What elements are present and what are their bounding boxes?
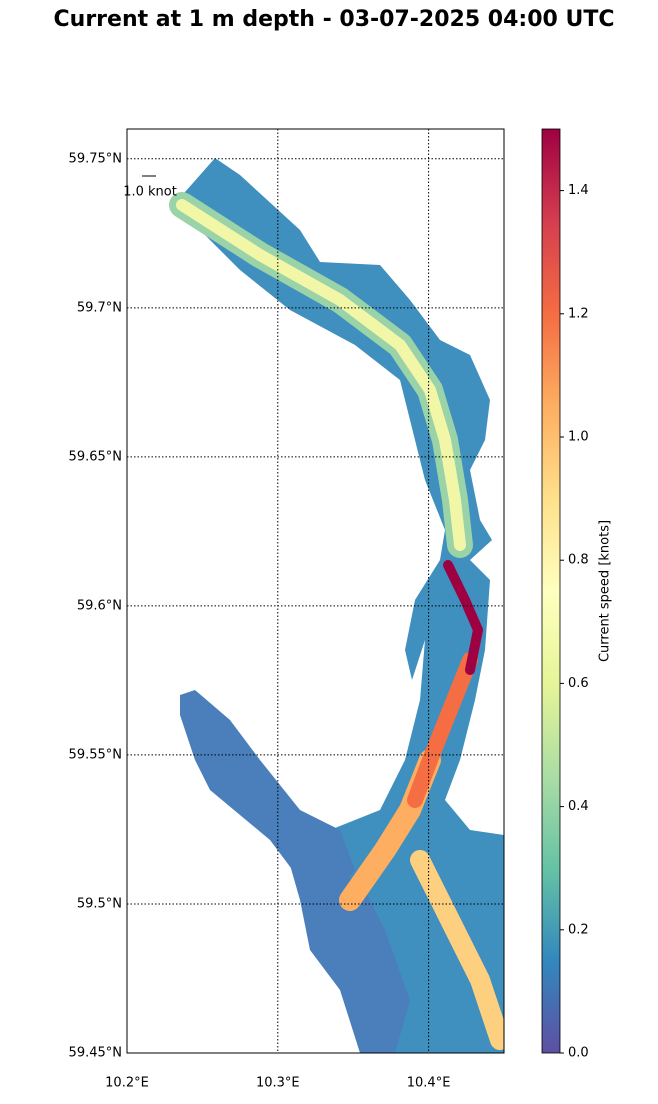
colorbar-tick-label: 1.0	[568, 430, 589, 445]
y-tick-label: 59.5°N	[77, 896, 122, 911]
channel-fast	[407, 652, 478, 808]
channel-southeast	[410, 850, 504, 1050]
water-lower-west	[280, 830, 410, 1053]
colorbar-tick-label: 0.2	[568, 922, 589, 937]
x-tick-label: 10.3°E	[256, 1076, 300, 1091]
x-tick-label: 10.4°E	[407, 1076, 451, 1091]
x-tick-label: 10.2°E	[105, 1076, 149, 1091]
y-tick-label: 59.45°N	[69, 1046, 122, 1061]
colorbar-tick-label: 0.6	[568, 676, 589, 691]
colorbar-tick-label: 1.2	[568, 306, 589, 321]
y-tick-label: 59.65°N	[69, 449, 122, 464]
water-southwest-arm	[180, 690, 355, 900]
colorbar-tick-label: 1.4	[568, 183, 589, 198]
colorbar-tick-label: 0.4	[568, 799, 589, 814]
channel-core	[176, 199, 466, 551]
quiver-key-label: 1.0 knot	[123, 185, 177, 200]
y-tick-label: 59.55°N	[69, 747, 122, 762]
y-tick-label: 59.6°N	[77, 598, 122, 613]
colorbar-label: Current speed [knots]	[598, 520, 613, 662]
fjord	[169, 158, 504, 1053]
colorbar	[541, 128, 561, 1054]
y-tick-label: 59.7°N	[77, 300, 122, 315]
map-title: Current at 1 m depth - 03-07-2025 04:00 …	[54, 7, 615, 32]
channel-fastest	[443, 560, 483, 675]
colorbar-tick-label: 0.8	[568, 553, 589, 568]
colorbar-tick-label: 0.0	[568, 1046, 589, 1061]
y-tick-label: 59.75°N	[69, 151, 122, 166]
